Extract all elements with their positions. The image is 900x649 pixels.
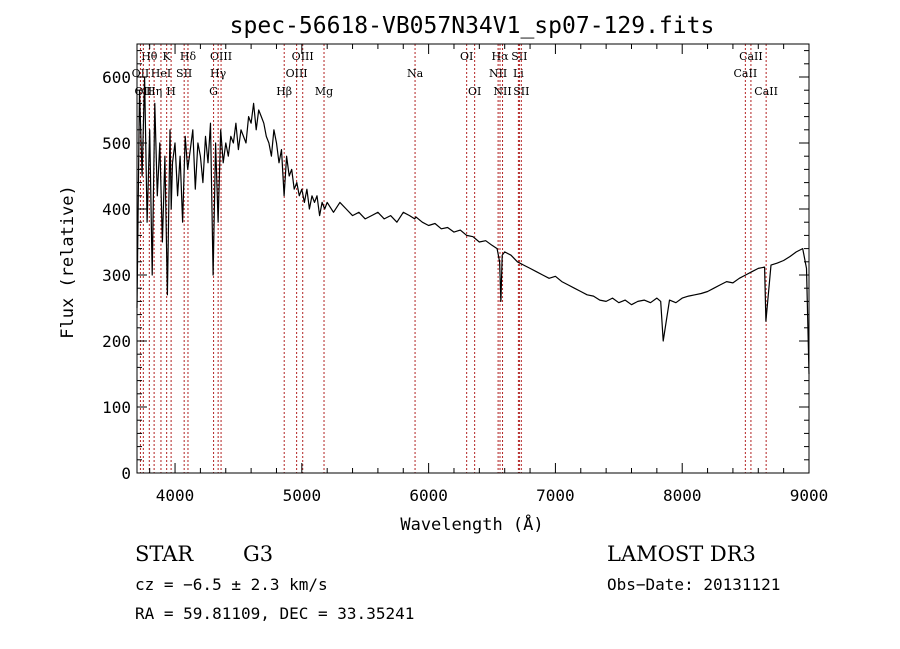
y-tick-label: 200 — [102, 332, 131, 351]
annotation-label: CaII — [734, 67, 758, 80]
velocity-text: cz = −6.5 ± 2.3 km/s — [135, 575, 328, 594]
annotation-label: Hα — [491, 50, 509, 63]
annotation-label: OI — [460, 50, 473, 63]
annotation-label: Hβ — [276, 85, 292, 98]
annotation-label: H — [166, 85, 176, 98]
object-subclass: G3 — [243, 542, 273, 566]
x-tick-label: 9000 — [790, 486, 829, 505]
annotation-label: CaII — [739, 50, 763, 63]
annotation-label: Mg — [315, 85, 333, 98]
annotation-label: OIII — [292, 50, 314, 63]
spectrum-plot — [136, 76, 810, 375]
annotation-label: OIII — [210, 50, 232, 63]
chart-title: spec-56618-VB057N34V1_sp07-129.fits — [230, 13, 715, 39]
y-tick-label: 600 — [102, 68, 131, 87]
survey-name: LAMOST DR3 — [607, 542, 756, 566]
annotation-label: SII — [511, 50, 527, 63]
observation-date: Obs−Date: 20131121 — [607, 575, 780, 594]
y-axis-label: Flux (relative) — [58, 185, 78, 339]
annotation-label: SII — [513, 85, 529, 98]
plot-frame — [136, 43, 810, 474]
annotation-label: G — [209, 85, 218, 98]
x-tick-label: 6000 — [409, 486, 448, 505]
x-tick-label: 4000 — [156, 486, 195, 505]
annotation-label: NII — [493, 85, 511, 98]
y-tick-label: 0 — [121, 464, 131, 483]
x-tick-label: 8000 — [663, 486, 702, 505]
annotation-label: Hδ — [180, 50, 197, 63]
x-tick-label: 5000 — [283, 486, 322, 505]
object-class: STAR — [135, 542, 194, 566]
annotation-label: Li — [513, 67, 524, 80]
annotation-label: Na — [407, 67, 424, 80]
y-tick-label: 500 — [102, 134, 131, 153]
annotation-label: K — [163, 50, 172, 63]
y-tick-label: 300 — [102, 266, 131, 285]
annotation-label: Hγ — [210, 67, 227, 80]
coordinates-text: RA = 59.81109, DEC = 33.35241 — [135, 604, 414, 623]
annotation-label: SII — [176, 67, 192, 80]
annotation-label: HeI — [151, 67, 171, 80]
x-tick-label: 7000 — [536, 486, 575, 505]
y-tick-label: 400 — [102, 200, 131, 219]
y-axis: 0 100 200 300 400 500 600 — [102, 50, 809, 483]
x-axis-label: Wavelength (Å) — [400, 513, 543, 535]
x-axis: 4000 5000 6000 7000 8000 9000 — [149, 44, 829, 505]
y-tick-label: 100 — [102, 398, 131, 417]
annotation-label: CaII — [754, 85, 778, 98]
annotation-label: Hη — [146, 85, 162, 98]
annotation-label: OI — [468, 85, 481, 98]
annotation-label: NII — [489, 67, 507, 80]
annotation-label: OII — [132, 67, 150, 80]
annotation-label: OIII — [286, 67, 308, 80]
spectrum-line — [136, 76, 810, 375]
